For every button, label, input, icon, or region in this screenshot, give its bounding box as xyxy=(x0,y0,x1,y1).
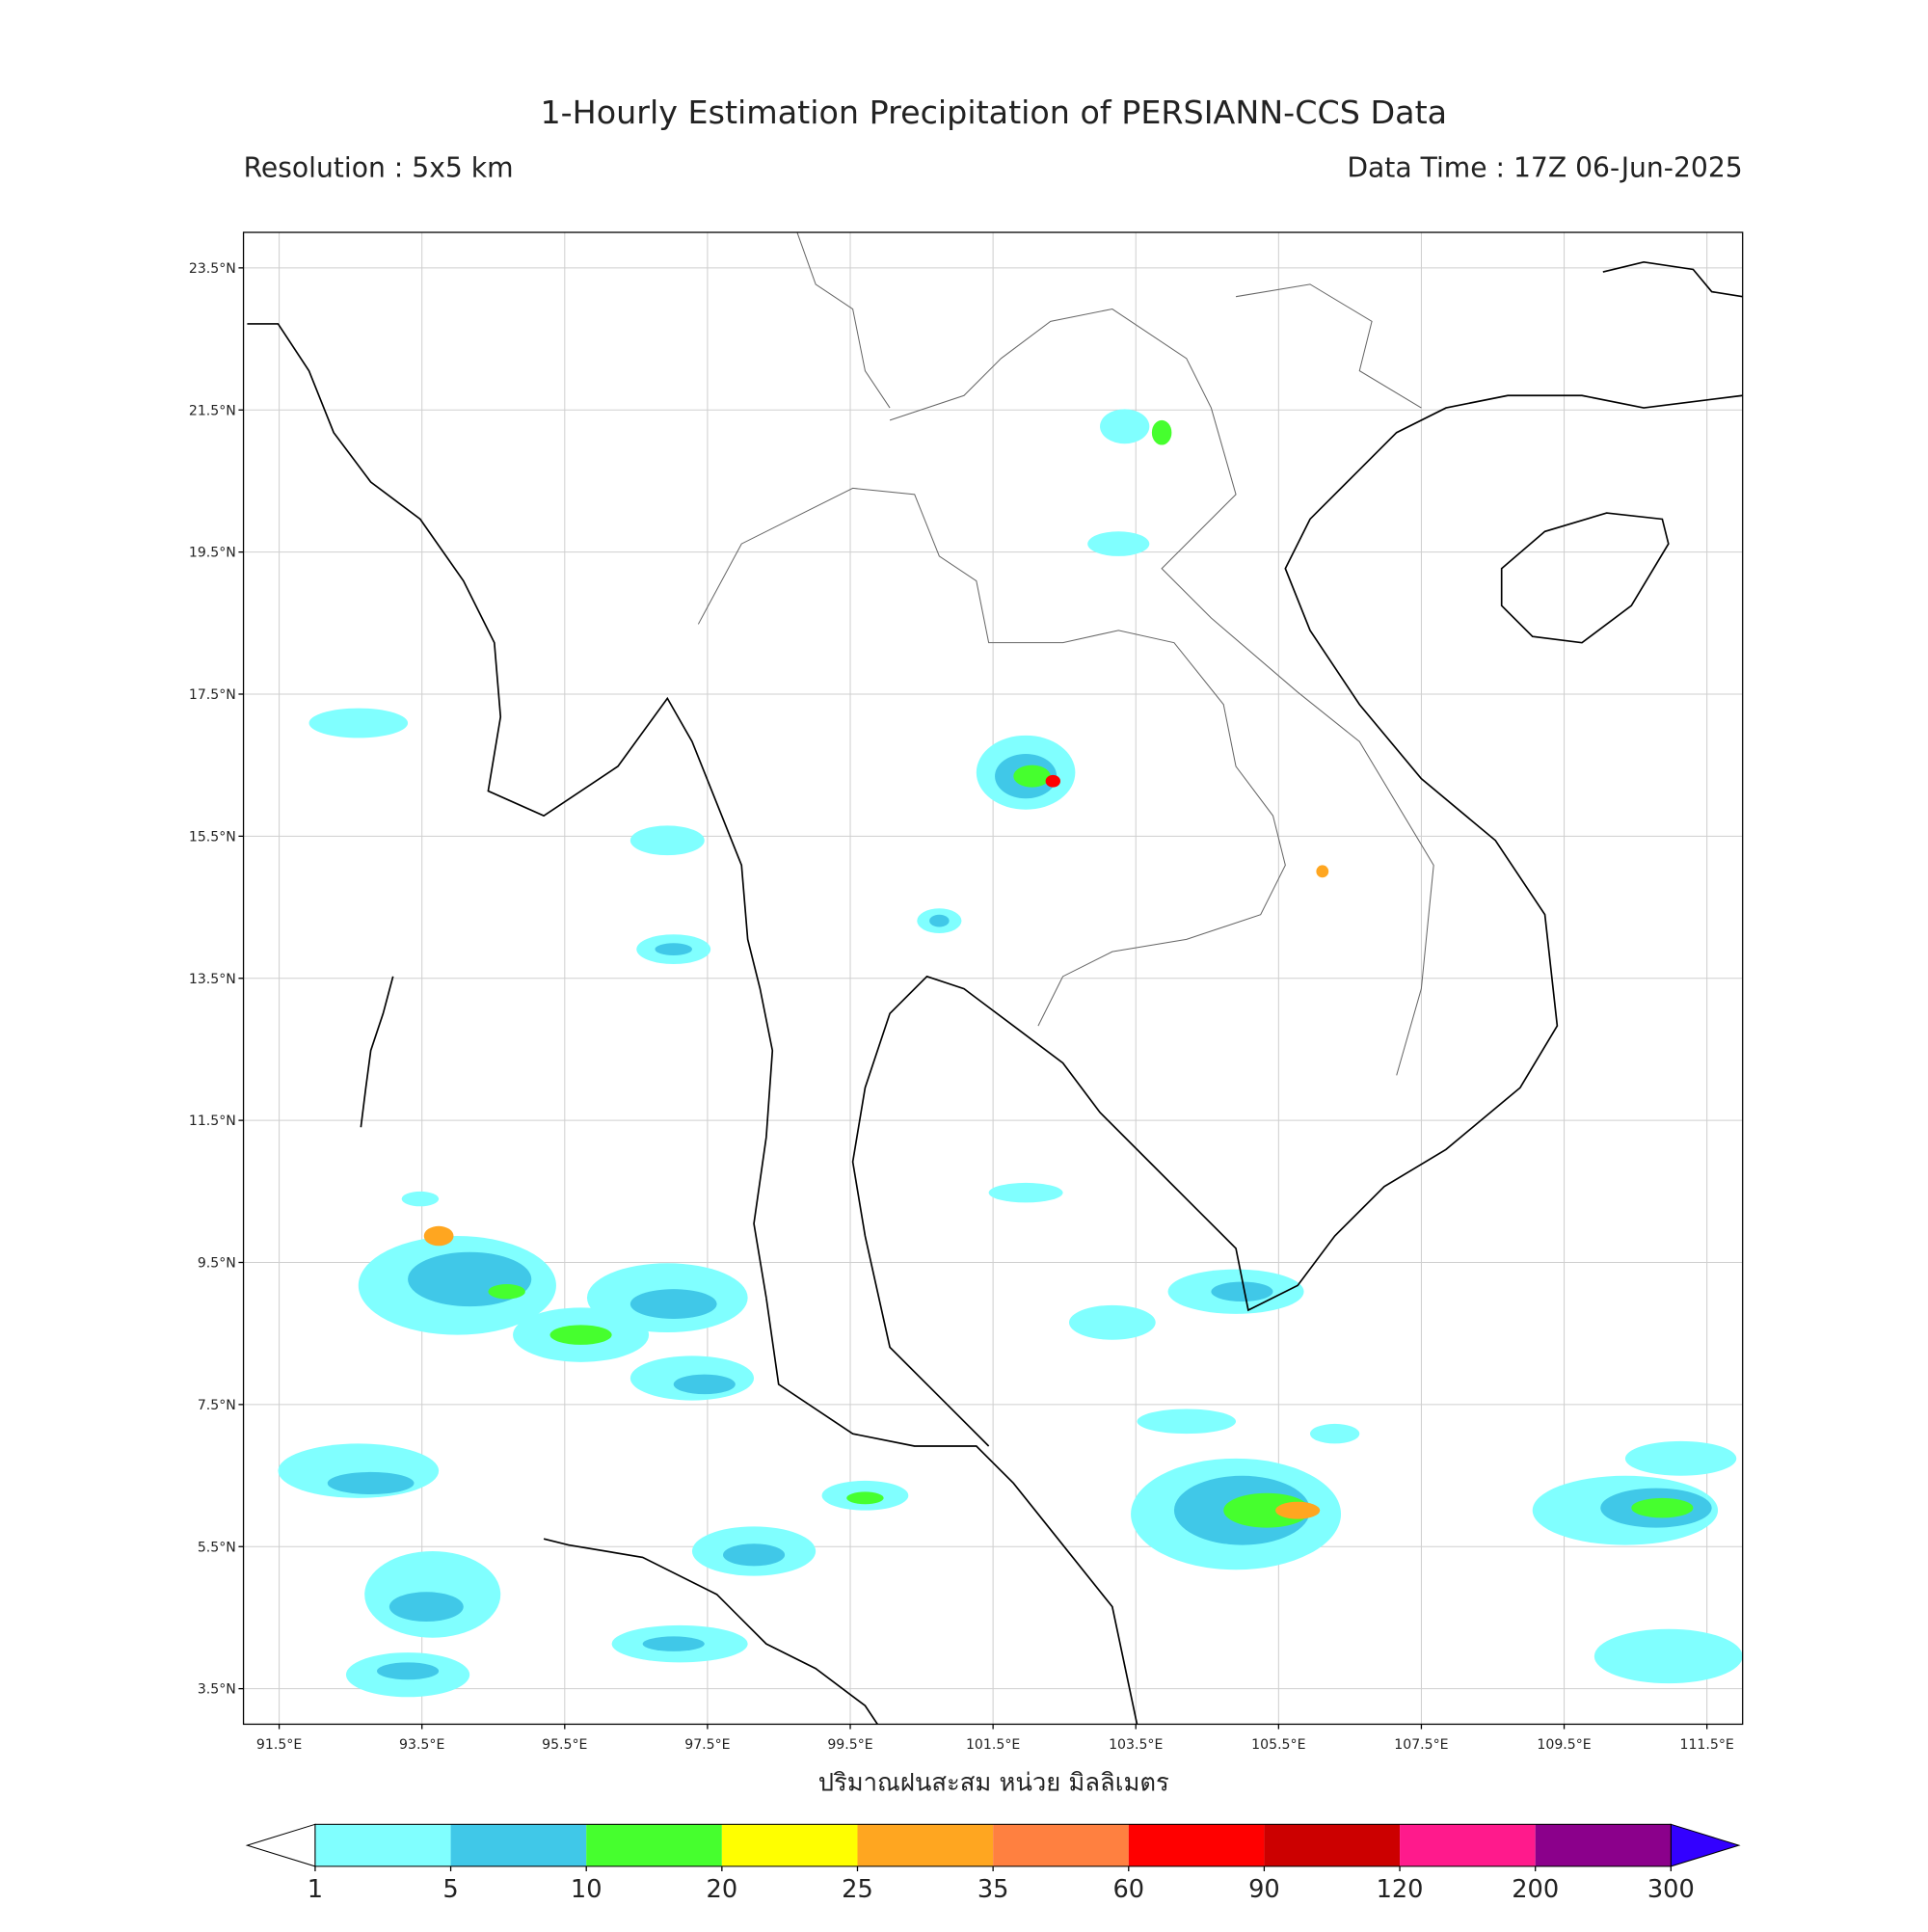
rain-area xyxy=(1087,531,1150,556)
coastlines xyxy=(247,232,1743,1725)
coast-gulf xyxy=(851,394,1743,1447)
rain-area xyxy=(488,1284,525,1300)
x-tick-label: 97.5°E xyxy=(684,1737,730,1753)
coast-myanmar xyxy=(247,323,774,1299)
y-tick-label: 21.5°N xyxy=(189,403,236,418)
colorbar-label: 25 xyxy=(842,1875,873,1904)
grid xyxy=(243,232,1743,1725)
y-tick-label: 7.5°N xyxy=(198,1398,236,1413)
y-tick-label: 11.5°N xyxy=(189,1114,236,1129)
rain-area xyxy=(1275,1501,1321,1519)
precipitation xyxy=(278,409,1743,1698)
data-time: Data Time : 17Z 06-Jun-2025 xyxy=(1347,151,1742,183)
rain-area xyxy=(1624,1440,1737,1476)
y-tick-label: 9.5°N xyxy=(198,1256,236,1272)
rain-area xyxy=(423,1225,454,1247)
colorbar-label: 10 xyxy=(571,1875,602,1904)
colorbar-box xyxy=(1535,1824,1672,1866)
rain-area xyxy=(549,1325,612,1345)
x-tick-label: 99.5°E xyxy=(827,1737,872,1753)
rain-area xyxy=(1151,419,1172,445)
x-tick-label: 103.5°E xyxy=(1109,1737,1163,1753)
rain-area xyxy=(723,1543,786,1567)
colorbar-label: 35 xyxy=(977,1875,1009,1904)
rain-area xyxy=(1223,1492,1310,1528)
x-tick-label: 107.5°E xyxy=(1394,1737,1448,1753)
colorbar-label: 20 xyxy=(707,1875,738,1904)
rain-area xyxy=(629,1289,717,1319)
colorbar-label: 200 xyxy=(1512,1875,1559,1904)
x-tick-label: 91.5°E xyxy=(256,1737,302,1753)
colorbar-box xyxy=(450,1824,587,1866)
colorbar-box xyxy=(1128,1824,1265,1866)
coast-sumatra xyxy=(543,1538,878,1725)
x-tick-label: 101.5°E xyxy=(966,1737,1020,1753)
colorbar-box xyxy=(721,1824,858,1866)
rain-area xyxy=(1309,1423,1360,1444)
rain-area xyxy=(1137,1409,1237,1435)
rain-area xyxy=(673,1374,736,1395)
rain-area xyxy=(327,1471,415,1494)
colorbar-box xyxy=(857,1824,994,1866)
y-tick-label: 23.5°N xyxy=(189,261,236,277)
rain-area xyxy=(642,1636,705,1651)
rain-area xyxy=(1211,1281,1273,1301)
colorbar-label: 60 xyxy=(1112,1875,1144,1904)
border-china xyxy=(796,232,1422,409)
x-tick-label: 93.5°E xyxy=(399,1737,444,1753)
rain-area xyxy=(1316,865,1329,878)
y-tick-label: 13.5°N xyxy=(189,972,236,987)
resolution: Resolution : 5x5 km xyxy=(244,151,514,183)
title: 1-Hourly Estimation Precipitation of PER… xyxy=(540,94,1447,131)
rain-area xyxy=(929,914,950,927)
rain-area xyxy=(388,1592,464,1623)
colorbar-label: 90 xyxy=(1248,1875,1280,1904)
y-tick-label: 15.5°N xyxy=(189,829,236,845)
rain-area xyxy=(655,943,692,956)
y-tick-label: 5.5°N xyxy=(198,1540,236,1555)
rain-area xyxy=(629,825,705,856)
x-tick-label: 111.5°E xyxy=(1680,1737,1734,1753)
colorbar: 1 5 10 20 25 35 60 90 120 200 300 xyxy=(245,1823,1741,1904)
colorbar-box xyxy=(1264,1824,1401,1866)
x-tick-label: 95.5°E xyxy=(542,1737,587,1753)
colorbar-label: 1 xyxy=(308,1875,323,1904)
colorbar-over xyxy=(1670,1823,1741,1867)
rain-area xyxy=(1045,774,1060,788)
colorbar-under xyxy=(245,1823,316,1867)
coast-thailand xyxy=(765,1298,1138,1725)
rain-area xyxy=(1631,1497,1694,1518)
x-axis-label: ปริมาณฝนสะสม หน่วย มิลลิเมตร xyxy=(818,1769,1169,1798)
y-tick-label: 17.5°N xyxy=(189,687,236,703)
coast-andaman xyxy=(360,976,394,1128)
rain-area xyxy=(1100,409,1150,444)
colorbar-label: 5 xyxy=(442,1875,458,1904)
colorbar-box xyxy=(1400,1824,1536,1866)
rain-area xyxy=(308,708,409,738)
rain-area xyxy=(1068,1304,1156,1340)
y-tick-label: 3.5°N xyxy=(198,1682,236,1698)
rain-area xyxy=(377,1662,440,1680)
rain-area xyxy=(846,1491,884,1505)
y-tick-label: 19.5°N xyxy=(189,546,236,561)
colorbar-label: 300 xyxy=(1647,1875,1695,1904)
border-thailand xyxy=(697,487,1286,1027)
rain-area xyxy=(1593,1628,1743,1684)
colorbar-label: 120 xyxy=(1377,1875,1424,1904)
rain-area xyxy=(988,1182,1063,1203)
border-laos xyxy=(889,308,1434,1076)
x-tick-label: 105.5°E xyxy=(1251,1737,1305,1753)
colorbar-box xyxy=(586,1824,722,1866)
colorbar-box xyxy=(314,1824,451,1866)
coast-china xyxy=(1602,260,1743,298)
colorbar-box xyxy=(993,1824,1129,1866)
coast-hainan xyxy=(1500,512,1670,644)
rain-area xyxy=(401,1191,440,1207)
x-tick-label: 109.5°E xyxy=(1537,1737,1591,1753)
rain-area xyxy=(1013,765,1051,788)
